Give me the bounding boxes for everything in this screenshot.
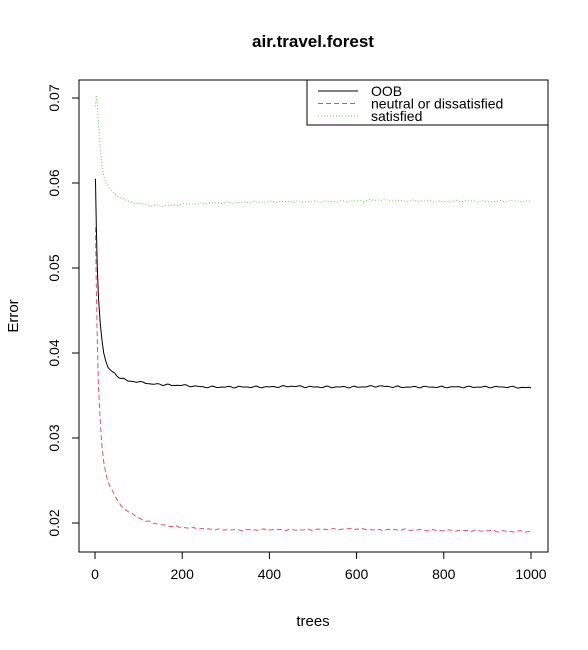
- y-tick-label: 0.04: [46, 339, 62, 366]
- chart-title: air.travel.forest: [252, 32, 374, 51]
- legend-label: neutral or dissatisfied: [371, 96, 503, 112]
- x-tick-label: 600: [345, 566, 369, 582]
- legend-box: [306, 79, 549, 126]
- plot-frame: [78, 79, 549, 553]
- x-tick-label: 1000: [515, 566, 546, 582]
- y-axis-label: Error: [5, 299, 22, 332]
- series-layer: [94, 95, 532, 533]
- series-line-oob: [94, 178, 532, 389]
- y-tick-label: 0.05: [46, 254, 62, 281]
- x-tick-label: 0: [91, 566, 99, 582]
- y-tick-label: 0.06: [46, 169, 62, 196]
- x-tick-label: 200: [171, 566, 195, 582]
- y-tick-label: 0.03: [46, 424, 62, 451]
- y-tick-label: 0.07: [46, 84, 62, 111]
- axis-layer: 0 200 400 600 800 1000 0.02 0.03 0.04 0.05 0.06 0.0…: [46, 84, 547, 582]
- legend-label: satisfied: [371, 108, 422, 124]
- y-tick-label: 0.02: [46, 509, 62, 536]
- x-tick-label: 400: [258, 566, 282, 582]
- series-line-neutral-or-dissatisfied: [94, 227, 532, 533]
- x-axis-label: trees: [296, 613, 329, 630]
- legend-label: OOB: [371, 83, 402, 99]
- x-tick-label: 800: [432, 566, 456, 582]
